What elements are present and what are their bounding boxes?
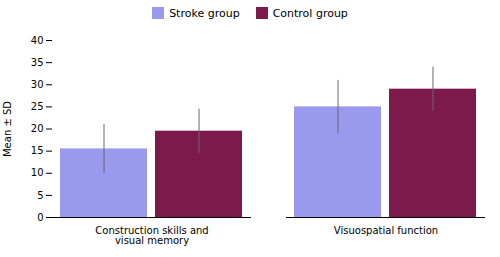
html-text:Control group: Control group bbox=[272, 6, 348, 20]
svg-text:25: 25 bbox=[31, 101, 44, 112]
svg-text:5: 5 bbox=[37, 190, 43, 201]
svg-text:Visuospatial function: Visuospatial function bbox=[334, 225, 438, 236]
svg-text:40: 40 bbox=[31, 35, 44, 46]
svg-text:15: 15 bbox=[31, 145, 44, 156]
svg-text:35: 35 bbox=[31, 57, 44, 68]
svg-text:20: 20 bbox=[31, 123, 44, 134]
svg-text:10: 10 bbox=[31, 167, 44, 178]
svg-text:Mean ± SD: Mean ± SD bbox=[2, 101, 13, 157]
html-text:Stroke group: Stroke group bbox=[169, 6, 240, 20]
svg-text:0: 0 bbox=[37, 212, 43, 223]
svg-text:30: 30 bbox=[31, 79, 44, 90]
svg-text:Construction skills andvisual: Construction skills andvisual memory bbox=[95, 225, 208, 246]
